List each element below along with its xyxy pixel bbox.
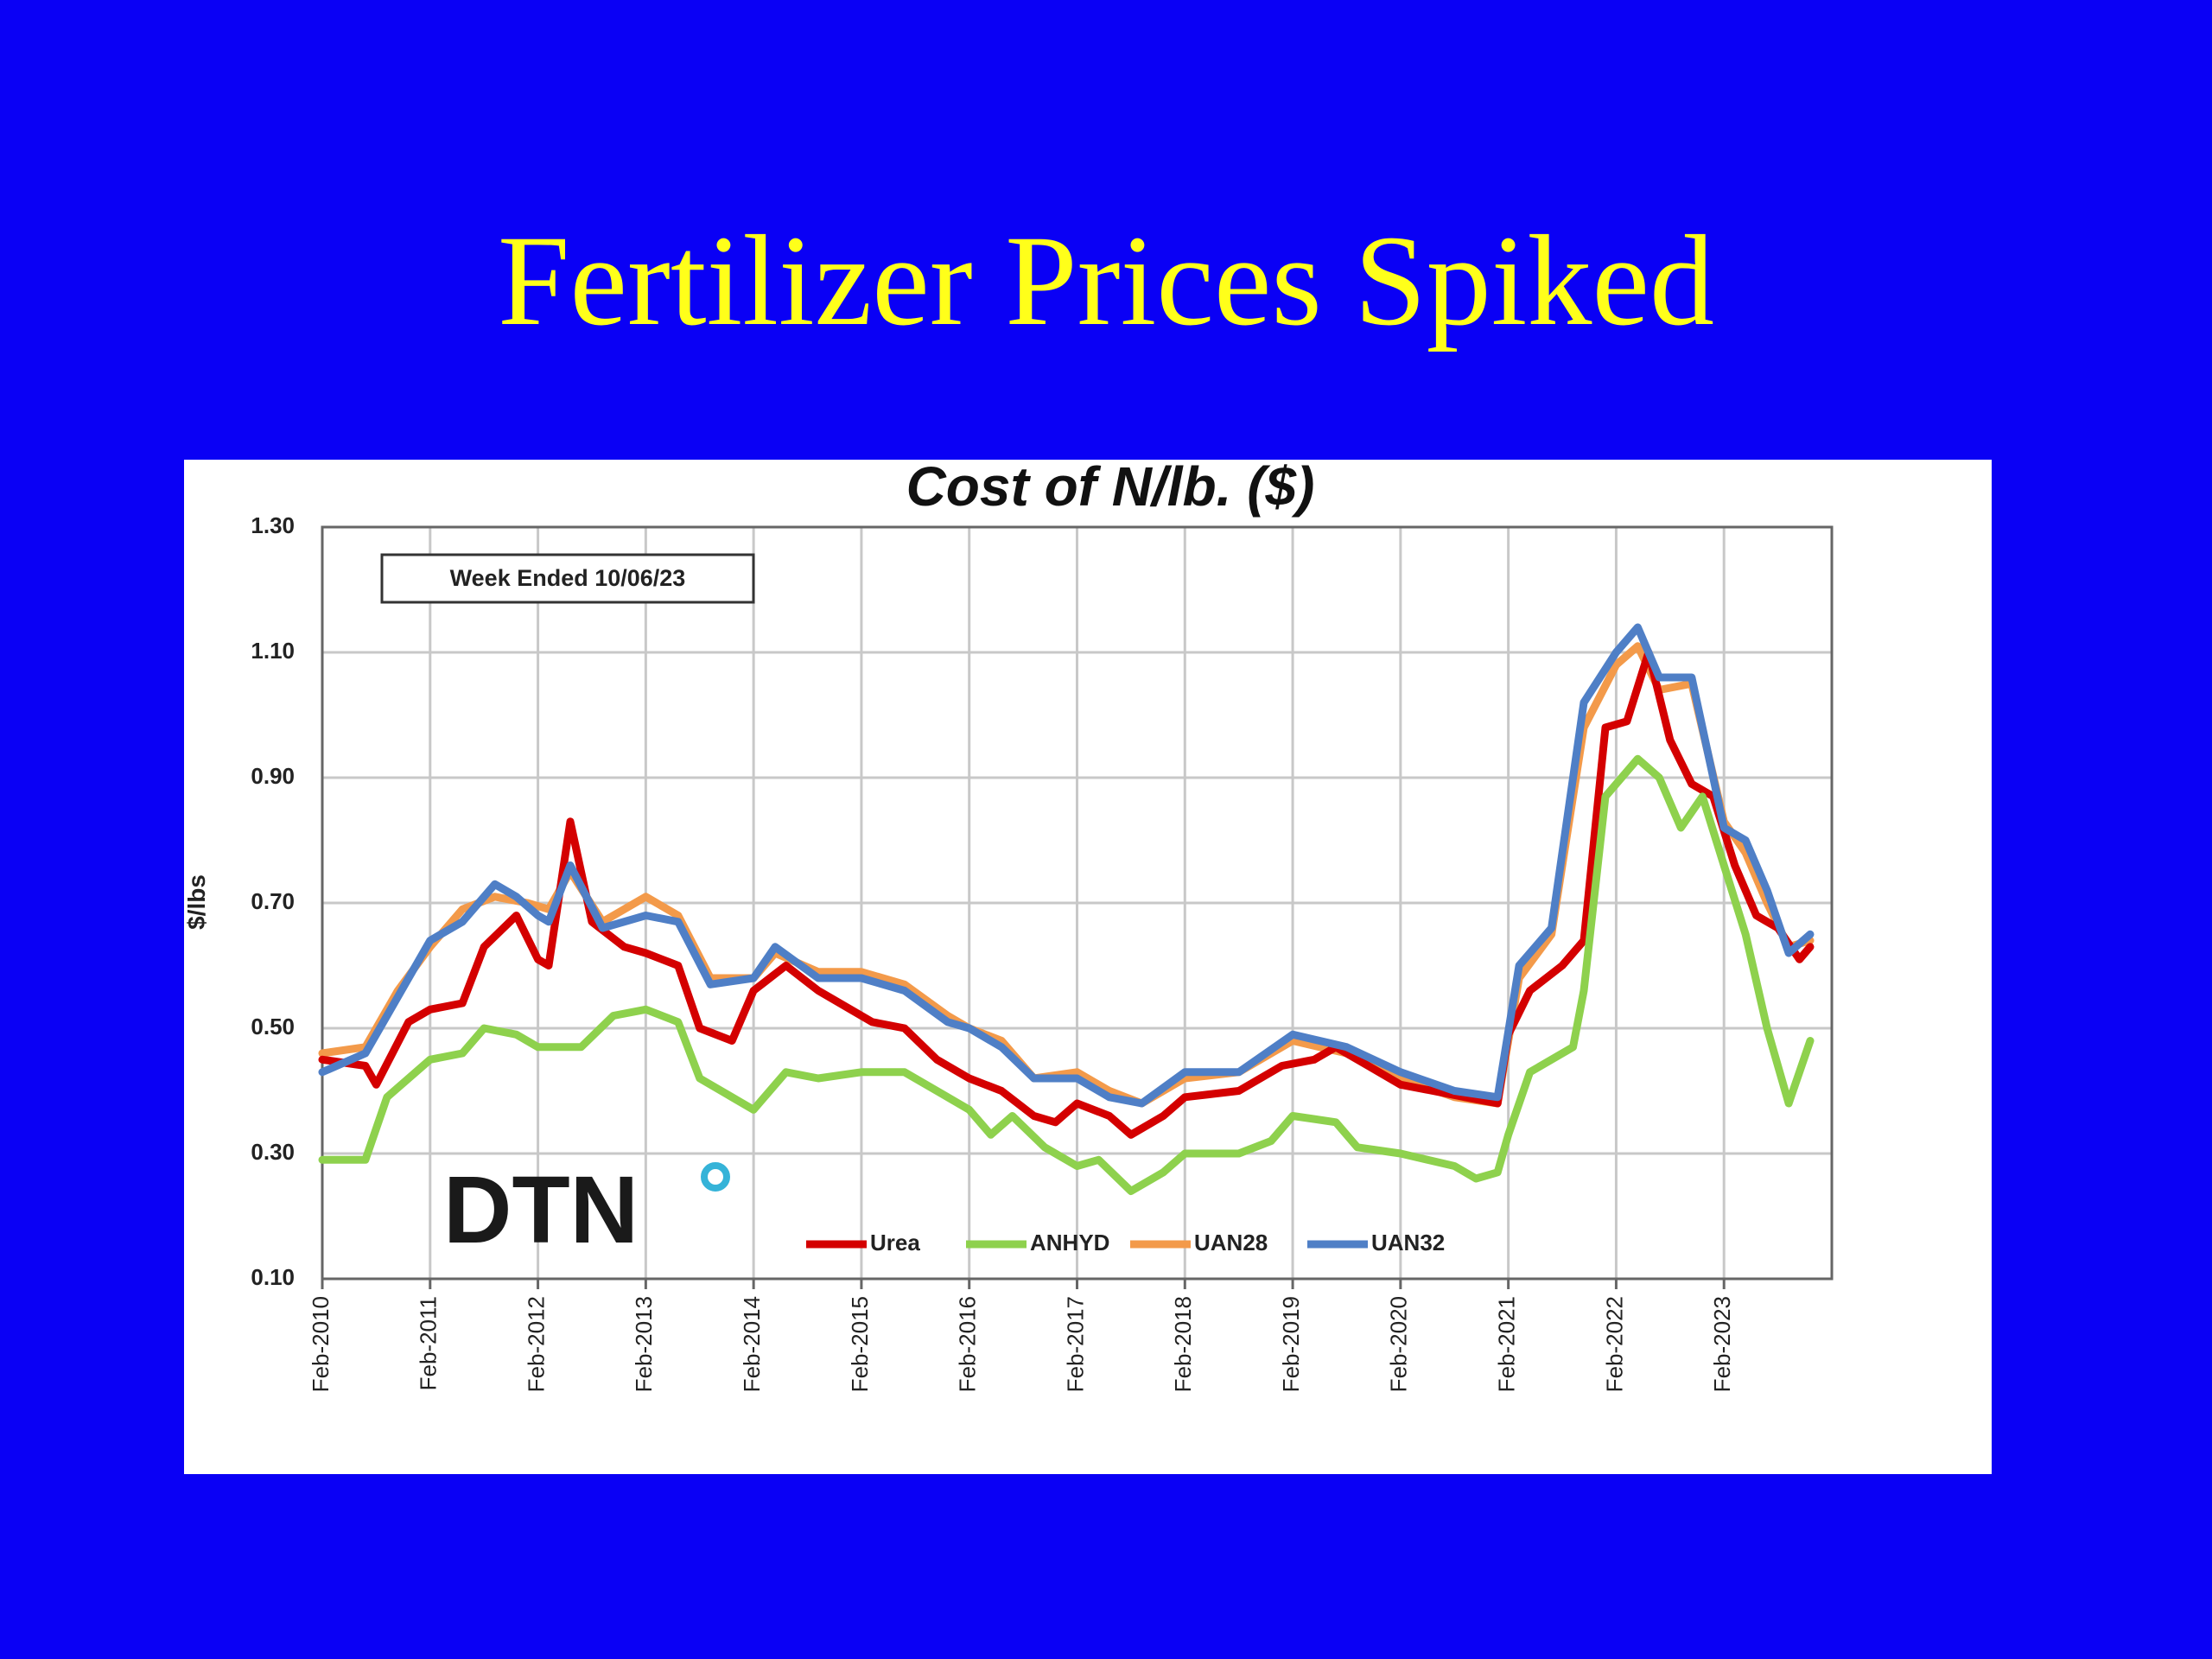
y-tick-label: 1.30 — [251, 512, 295, 538]
y-axis-label: $/lbs — [184, 874, 210, 930]
x-tick-label: Feb-2023 — [1709, 1296, 1735, 1392]
legend-label-anhyd: ANHYD — [1030, 1230, 1109, 1255]
y-tick-label: 1.10 — [251, 638, 295, 664]
annotation-box: Week Ended 10/06/23 — [380, 553, 755, 604]
x-tick-label: Feb-2012 — [523, 1296, 549, 1392]
x-tick-label: Feb-2022 — [1601, 1296, 1627, 1392]
logo-mark — [701, 1162, 730, 1192]
legend: Urea ANHYD UAN28 UAN32 — [806, 1230, 1445, 1255]
x-axis-ticks: Feb-2010 Feb-2011 Feb-2012 Feb-2013 Feb-2014… — [308, 1279, 1735, 1392]
annotation-frame — [380, 553, 755, 604]
legend-label-urea: Urea — [870, 1230, 920, 1255]
y-tick-label: 0.70 — [251, 888, 295, 914]
x-tick-label: Feb-2019 — [1278, 1296, 1304, 1392]
x-tick-label: Feb-2010 — [308, 1296, 334, 1392]
x-tick-label: Feb-2015 — [847, 1296, 873, 1392]
legend-label-uan32: UAN32 — [1371, 1230, 1445, 1255]
series-lines — [318, 623, 1815, 1195]
x-tick-label: Feb-2013 — [631, 1296, 657, 1392]
legend-label-uan28: UAN28 — [1194, 1230, 1268, 1255]
x-tick-label: Feb-2021 — [1494, 1296, 1520, 1392]
series-line-uan32 — [318, 623, 1815, 1108]
series-line-urea — [318, 648, 1815, 1139]
y-tick-label: 0.10 — [251, 1264, 295, 1290]
y-tick-label: 0.50 — [251, 1014, 295, 1039]
line-chart: Cost of N/lb. ($) 1.30 1.10 0.90 0.70 0.50 0.… — [184, 460, 1834, 1392]
slide-title: Fertilizer Prices Spiked — [497, 209, 1714, 353]
y-axis-ticks: 1.30 1.10 0.90 0.70 0.50 0.30 0.10 — [251, 512, 295, 1290]
chart-title: Cost of N/lb. ($) — [906, 460, 1315, 518]
dtn-logo: DTN — [443, 1157, 730, 1263]
chart-panel: Cost of N/lb. ($) 1.30 1.10 0.90 0.70 0.50 0.… — [184, 460, 1992, 1474]
x-tick-label: Feb-2016 — [955, 1296, 981, 1392]
y-tick-label: 0.30 — [251, 1139, 295, 1165]
annotation-text: Week Ended 10/06/23 — [450, 565, 686, 591]
logo-text: DTN — [443, 1157, 639, 1263]
x-tick-label: Feb-2011 — [416, 1296, 442, 1390]
x-tick-label: Feb-2020 — [1386, 1296, 1412, 1392]
x-tick-label: Feb-2014 — [739, 1296, 765, 1392]
series-line-anhyd — [318, 754, 1815, 1195]
gridlines — [321, 525, 1832, 1281]
x-tick-label: Feb-2017 — [1062, 1296, 1088, 1392]
y-tick-label: 0.90 — [251, 763, 295, 789]
x-tick-label: Feb-2018 — [1170, 1296, 1196, 1392]
